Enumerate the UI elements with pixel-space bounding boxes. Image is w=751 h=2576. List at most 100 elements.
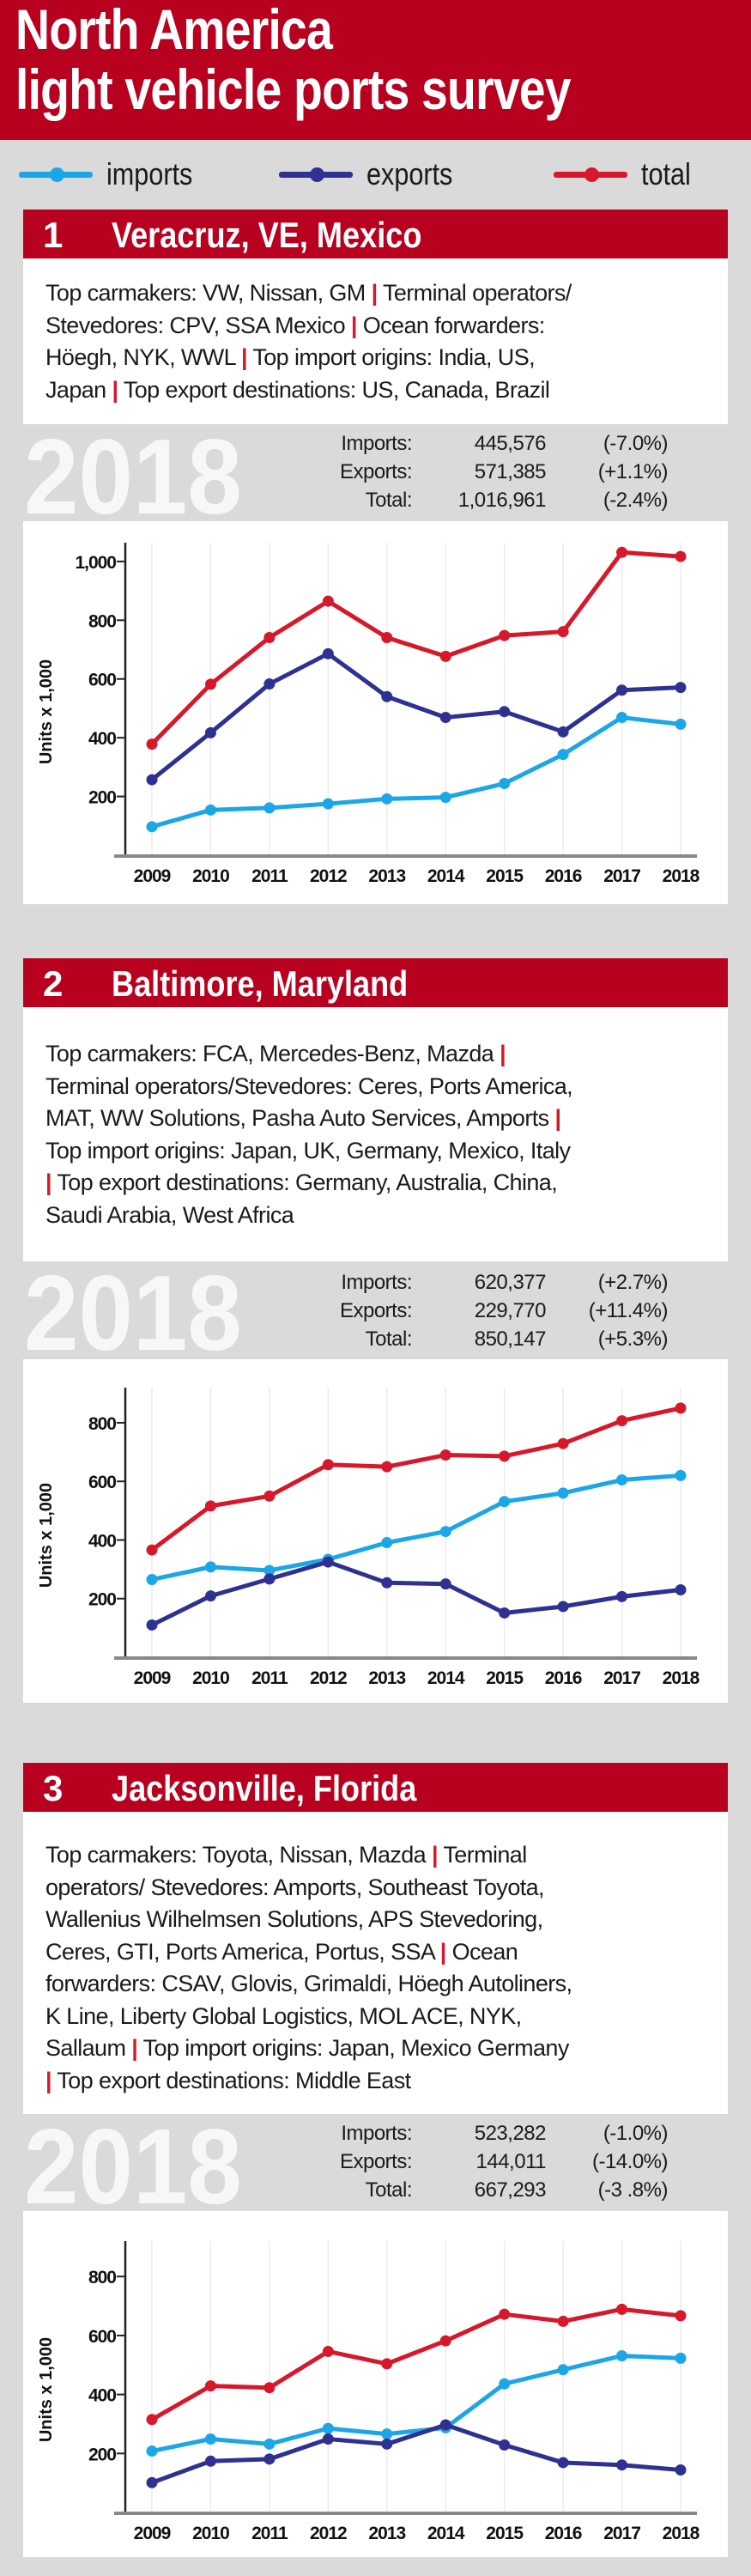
- imports-point: [263, 1564, 276, 1577]
- total-point: [499, 2308, 511, 2320]
- legend-item-exports: exports: [279, 155, 468, 194]
- legend-item-total: total: [554, 155, 700, 194]
- page-title-line-1: North America: [15, 0, 333, 61]
- imports-point: [499, 1496, 511, 1508]
- x-tick-label: 2014: [427, 2524, 465, 2543]
- series-total: [146, 2303, 687, 2426]
- info-text: Top import origins: Japan, UK, Germany, …: [45, 1137, 571, 1163]
- total-point: [616, 546, 628, 558]
- exports-point: [439, 2419, 451, 2431]
- x-tick-label: 2015: [486, 866, 524, 886]
- exports-point: [499, 1607, 511, 1619]
- exports-point: [675, 682, 687, 694]
- exports-point: [675, 1584, 687, 1595]
- line-chart: 200 400 600 800 2009 2010 2011 2012 2013 2014 2015…: [37, 1388, 701, 1688]
- info-text: Terminal operators/Stevedores: Ceres, Po…: [45, 1072, 573, 1099]
- exports-line: [150, 1559, 681, 1627]
- stat-label: Exports:: [339, 2150, 413, 2173]
- info-text: Top export destinations: Middle East: [51, 2067, 411, 2093]
- exports-point: [204, 1590, 216, 1602]
- imports-point: [616, 712, 628, 724]
- stat-row: Exports: 571,385 (+1.1%): [257, 458, 669, 486]
- info-text: Sallaum: [45, 2035, 132, 2061]
- total-point: [381, 2358, 393, 2370]
- legend-label: imports: [106, 156, 193, 191]
- stat-row: Imports: 620,377 (+2.7%): [257, 1268, 669, 1297]
- y-axis-label: Units x 1,000: [37, 659, 56, 764]
- exports-point: [322, 647, 334, 659]
- imports-point: [204, 2433, 216, 2445]
- info-text: Top import origins: India, US,: [246, 344, 536, 370]
- total-point: [322, 2345, 334, 2357]
- total-line: [150, 2306, 681, 2421]
- imports-point: [204, 804, 216, 816]
- stat-label: Imports:: [341, 2122, 412, 2145]
- exports-line: [151, 2422, 681, 2485]
- info-text: Top import origins: Japan, Mexico German…: [137, 2035, 570, 2061]
- total-point: [616, 1415, 628, 1427]
- x-tick-label: 2017: [603, 1668, 640, 1688]
- info-text: Ceres, GTI, Ports America, Portus, SSA: [45, 1938, 440, 1965]
- x-tick-label: 2013: [368, 1668, 405, 1688]
- exports-point: [322, 1556, 334, 1568]
- exports-point: [616, 684, 628, 696]
- x-tick-label: 2013: [368, 2524, 405, 2543]
- stat-value: 620,377: [474, 1271, 547, 1294]
- port-stats: Imports: 445,576 (-7.0%) Exports: 571,385 (+1…: [257, 429, 669, 514]
- stat-label: Imports:: [341, 432, 412, 455]
- exports-point: [616, 2459, 628, 2471]
- info-line: | Top export destinations: Germany, Aust…: [45, 1167, 728, 1200]
- y-tick-label: 200: [88, 788, 116, 808]
- info-line: Top carmakers: Toyota, Nissan, Mazda | T…: [45, 1839, 728, 1872]
- stat-value: 229,770: [474, 1299, 547, 1322]
- exports-point: [381, 1577, 393, 1589]
- year-label: 2018: [24, 2108, 242, 2227]
- info-line: forwarders: CSAV, Glovis, Grimaldi, Höeg…: [45, 1968, 728, 2001]
- total-point: [146, 2414, 158, 2426]
- separator: |: [112, 376, 118, 403]
- info-line: Ceres, GTI, Ports America, Portus, SSA |…: [45, 1936, 728, 1969]
- x-tick-label: 2015: [486, 2524, 524, 2543]
- stat-change: (-3 .8%): [597, 2178, 669, 2202]
- imports-point: [557, 749, 569, 761]
- stat-value: 850,147: [474, 1327, 547, 1351]
- exports-point: [322, 2433, 334, 2445]
- exports-line: [150, 651, 681, 782]
- separator: |: [432, 1842, 439, 1868]
- stat-change: (-2.4%): [603, 489, 669, 512]
- port-info: Top carmakers: FCA, Mercedes-Benz, Mazda…: [23, 1007, 728, 1261]
- total-point: [675, 550, 687, 562]
- info-text: Höegh, NYK, WWL: [45, 344, 241, 370]
- exports-point: [381, 690, 393, 702]
- x-tick-label: 2014: [427, 866, 465, 886]
- info-line: Japan | Top export destinations: US, Can…: [45, 374, 728, 407]
- imports-line-marker-icon: [19, 155, 93, 194]
- x-tick-label: 2012: [310, 2524, 347, 2543]
- total-point: [439, 650, 451, 662]
- exports-point: [439, 712, 451, 724]
- total-line: [150, 1406, 681, 1552]
- year-label: 2018: [24, 418, 242, 537]
- y-tick-label: 600: [88, 2327, 116, 2347]
- info-text: Terminal operators/: [377, 280, 572, 306]
- info-text: Top export destinations: Germany, Austra…: [51, 1170, 558, 1195]
- stat-row: Total: 850,147 (+5.3%): [257, 1325, 669, 1353]
- total-point: [322, 1459, 334, 1471]
- info-line: Saudi Arabia, West Africa: [45, 1200, 728, 1232]
- legend-label: exports: [366, 156, 453, 191]
- info-text: Stevedores: CPV, SSA Mexico: [45, 312, 351, 338]
- stat-change: (+5.3%): [597, 1327, 669, 1351]
- series-total: [146, 546, 687, 750]
- total-point: [675, 1402, 687, 1414]
- exports-point: [616, 1590, 628, 1602]
- imports-point: [675, 718, 687, 730]
- imports-point: [616, 2350, 628, 2362]
- y-tick-label: 800: [88, 611, 116, 631]
- y-axis-label: Units x 1,000: [37, 1483, 56, 1588]
- imports-point: [439, 792, 451, 804]
- total-point: [499, 629, 511, 641]
- total-point: [439, 1449, 451, 1461]
- stat-row: Exports: 229,770 (+11.4%): [257, 1297, 669, 1325]
- separator: |: [554, 1105, 561, 1131]
- imports-point: [499, 778, 511, 790]
